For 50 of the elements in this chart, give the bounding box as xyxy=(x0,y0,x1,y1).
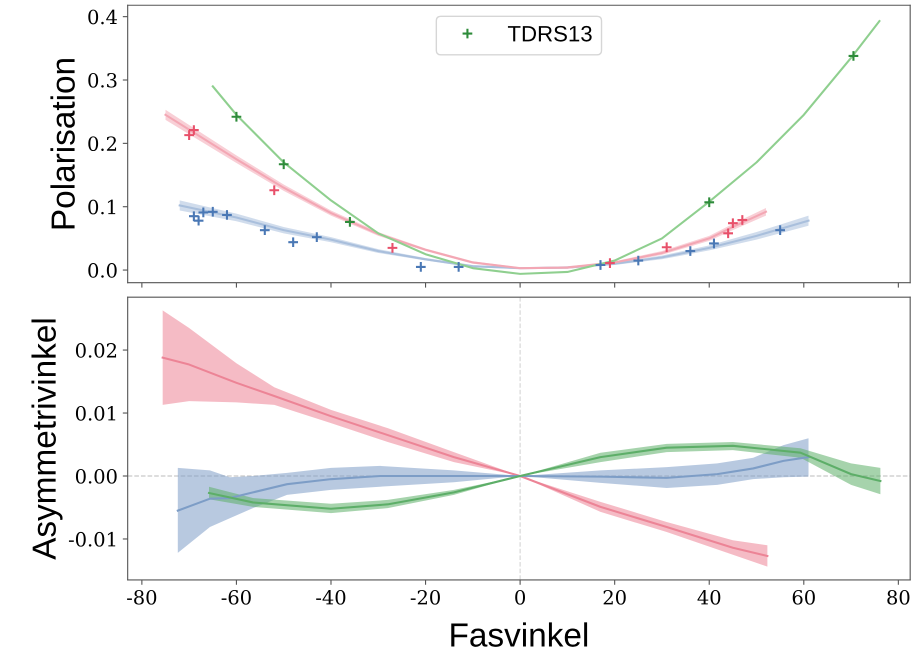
y-axis-title: Polarisation xyxy=(50,59,75,228)
point xyxy=(708,238,720,250)
y-tick-label: 0.4 xyxy=(88,10,117,24)
y-tick-label: 0.0 xyxy=(88,263,117,278)
x-tick-label: 0 xyxy=(515,590,526,605)
y-tick-label: 0.1 xyxy=(88,200,116,214)
y-tick-label: 0.00 xyxy=(76,468,117,484)
x-tick-label: 40 xyxy=(697,590,720,605)
point xyxy=(206,206,219,218)
y-tick-label: 0.02 xyxy=(76,343,116,358)
point xyxy=(221,209,233,221)
point xyxy=(594,259,606,271)
point xyxy=(278,158,290,170)
x-tick-label: -20 xyxy=(410,590,440,605)
y-axis-title: Asymmetrivinkel xyxy=(31,319,63,560)
point xyxy=(386,242,398,254)
point xyxy=(660,241,673,254)
y-tick-label: 0.2 xyxy=(88,136,116,152)
x-tick-label: 20 xyxy=(604,590,626,605)
point xyxy=(268,184,280,196)
line-series xyxy=(212,20,880,275)
point xyxy=(848,50,860,62)
point xyxy=(188,210,200,222)
x-tick-label: 60 xyxy=(792,590,815,605)
point xyxy=(230,110,242,123)
y-tick-label: 0.01 xyxy=(76,406,116,421)
point xyxy=(604,257,616,269)
point xyxy=(726,217,739,230)
line-series xyxy=(176,456,810,512)
x-tick-label: -80 xyxy=(127,590,156,605)
point xyxy=(344,216,356,228)
line-series xyxy=(162,356,768,558)
x-tick-label: 80 xyxy=(887,590,910,605)
legend-label: TDRS13 xyxy=(508,26,592,42)
point xyxy=(310,231,323,244)
x-tick-label: -60 xyxy=(222,590,251,605)
point xyxy=(452,260,465,273)
y-tick-label: 0.3 xyxy=(88,72,117,88)
point xyxy=(703,196,716,208)
point xyxy=(684,245,696,257)
x-tick-label: -40 xyxy=(316,590,346,605)
point xyxy=(632,254,644,266)
x-axis-title: Fasvinkel xyxy=(451,622,588,647)
point xyxy=(736,214,748,226)
y-tick-label: -0.01 xyxy=(68,532,116,547)
point xyxy=(722,227,734,240)
point xyxy=(287,236,300,248)
point xyxy=(258,224,271,236)
point xyxy=(774,224,786,236)
point xyxy=(414,260,427,273)
